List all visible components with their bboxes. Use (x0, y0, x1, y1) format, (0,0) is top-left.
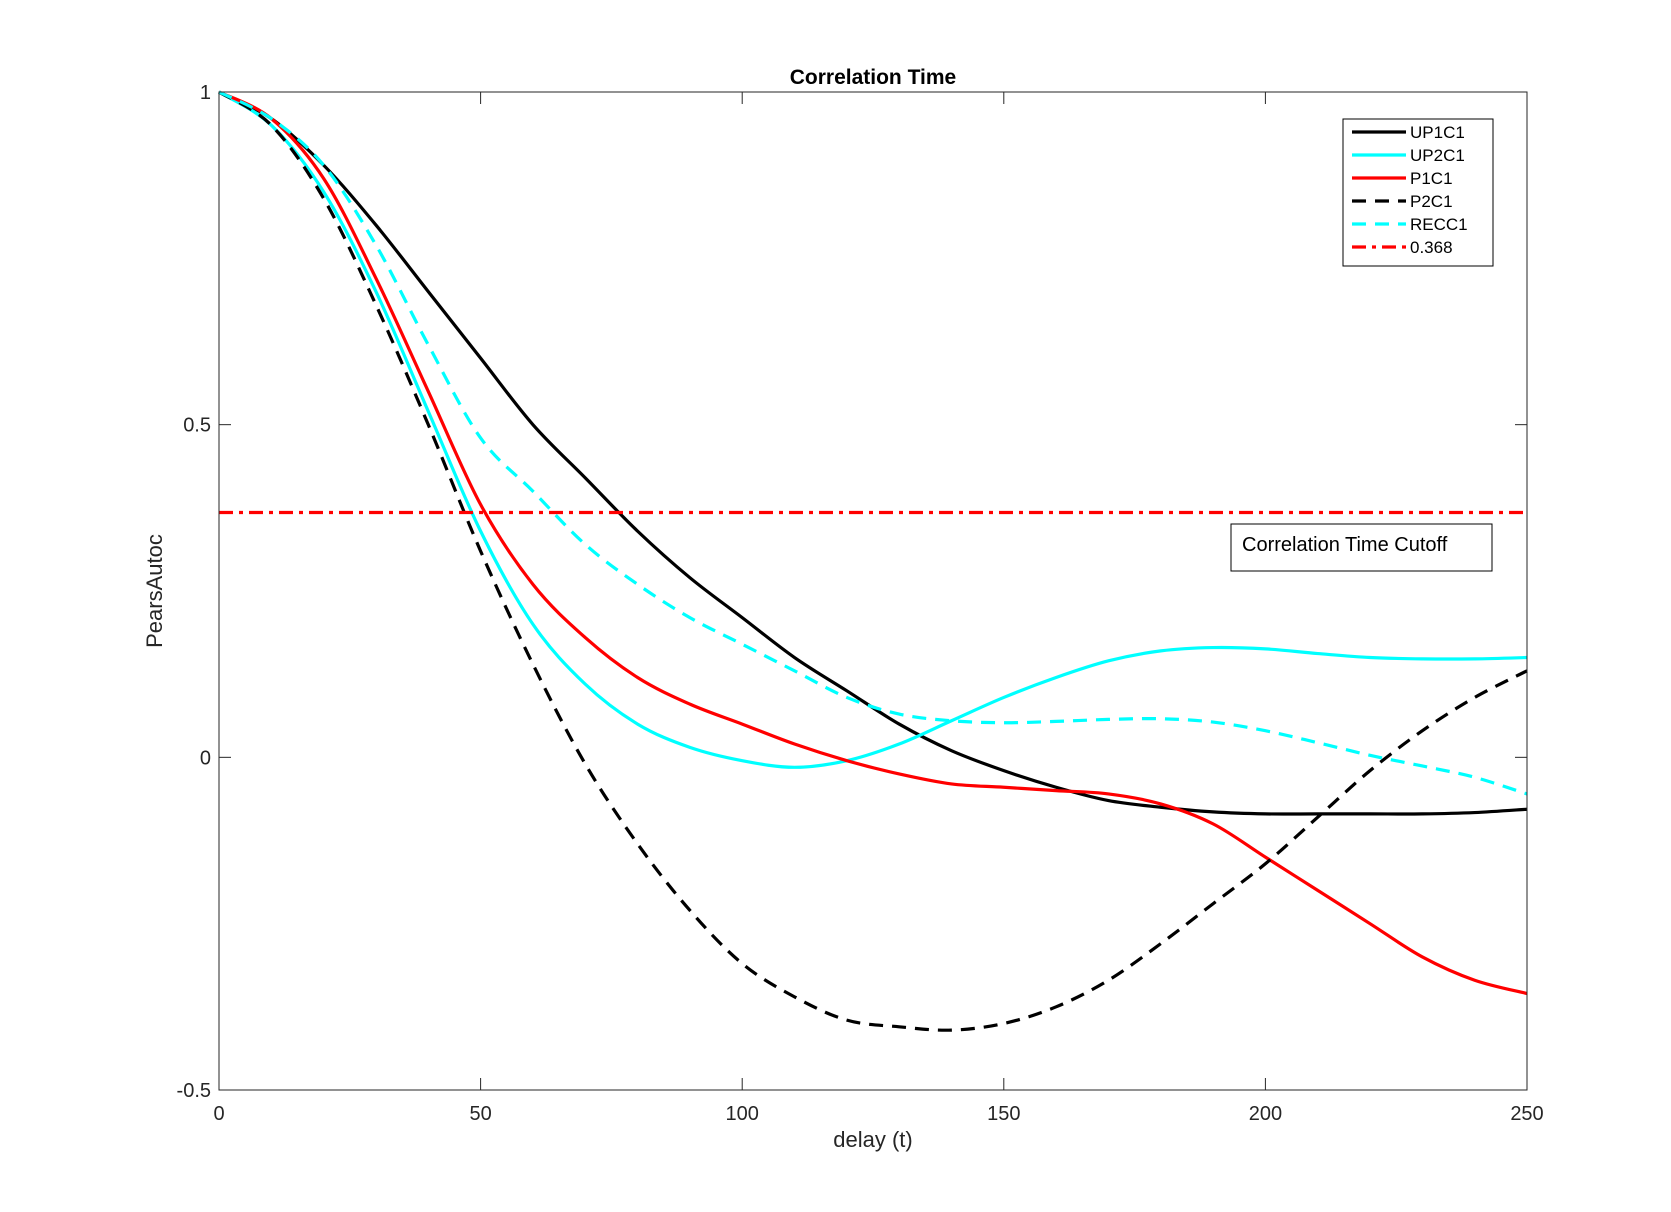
annotation-text: Correlation Time Cutoff (1242, 534, 1448, 556)
legend-label: RECC1 (1410, 215, 1468, 234)
annotation-border (1230, 523, 1493, 572)
x-tick-label: 100 (726, 1103, 759, 1125)
legend-item: 0.368 (1352, 238, 1453, 257)
x-tick-label: 250 (1510, 1103, 1543, 1125)
legend-label: UP1C1 (1410, 123, 1465, 142)
legend-item: P1C1 (1352, 169, 1453, 188)
x-tick-label: 0 (213, 1103, 224, 1125)
legend-item: UP1C1 (1352, 123, 1465, 142)
y-tick-label: 0 (200, 747, 211, 769)
series-line-up2c1 (218, 90, 1528, 769)
legend-label: P1C1 (1410, 169, 1453, 188)
legend: UP1C1 UP2C1 P1C1 P2C1 RECC1 0.368 (1342, 118, 1494, 267)
legend-label: P2C1 (1410, 192, 1453, 211)
series-line-p2c1 (218, 90, 1528, 1032)
legend-items: UP1C1 UP2C1 P1C1 P2C1 RECC1 0.368 (1352, 123, 1468, 257)
x-axis-label: delay (t) (833, 1127, 912, 1152)
plot-area (219, 92, 1527, 1090)
series-layer (218, 90, 1528, 1032)
legend-item: RECC1 (1352, 215, 1468, 234)
tick-layer: 0 50 100 150 200 250-0.500.51 (177, 82, 1544, 1125)
series-line-up1c1 (218, 90, 1528, 816)
legend-box (1342, 118, 1494, 267)
x-tick-label: 50 (469, 1103, 491, 1125)
legend-item: P2C1 (1352, 192, 1453, 211)
chart-title: Correlation Time (790, 66, 956, 89)
annotation-box: Correlation Time Cutoff (1230, 523, 1493, 572)
y-axis-label: PearsAutoc (142, 534, 167, 648)
series-line-p1c1 (218, 90, 1528, 996)
y-tick-label: 1 (200, 82, 211, 104)
x-tick-label: 150 (987, 1103, 1020, 1125)
y-tick-label: 0.5 (183, 415, 211, 437)
legend-label: 0.368 (1410, 238, 1453, 257)
legend-label: UP2C1 (1410, 146, 1465, 165)
y-tick-label: -0.5 (177, 1080, 211, 1102)
series-line-recc1 (218, 90, 1528, 796)
x-tick-label: 200 (1249, 1103, 1282, 1125)
axes-box (218, 91, 1528, 1091)
legend-item: UP2C1 (1352, 146, 1465, 165)
